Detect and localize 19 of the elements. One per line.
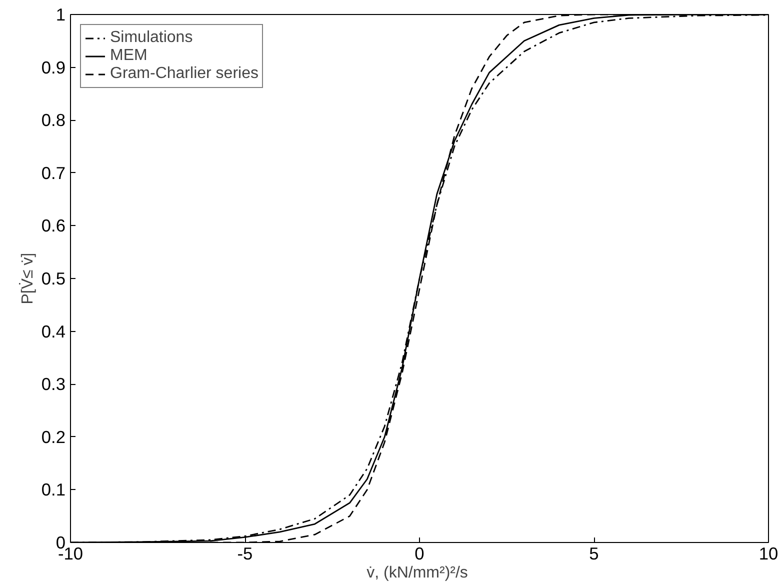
y-tick-label: 0.4: [41, 321, 66, 342]
y-axis-title: P[V̇≤ v̇]: [18, 252, 36, 304]
x-tick-label: 0: [414, 544, 424, 564]
x-axis-title: v̇, (kN/mm²)²/s: [366, 564, 468, 582]
y-tick-label: 0.5: [41, 268, 66, 288]
legend-label: Gram-Charlier series: [110, 65, 258, 83]
x-tick-label: 5: [589, 544, 599, 564]
y-tick-label: 0.6: [41, 216, 66, 236]
y-tick-label: 0.7: [41, 162, 66, 183]
legend-label: Simulations: [110, 29, 193, 47]
y-tick-label: 0.1: [41, 480, 66, 500]
y-tick-label: 0.8: [41, 110, 66, 130]
y-tick-label: 0.2: [41, 426, 66, 447]
y-tick-label: 0.3: [41, 374, 66, 394]
x-tick-label: 10: [758, 544, 778, 564]
y-tick-label: 0.9: [41, 57, 66, 78]
x-tick-label: -5: [237, 544, 253, 564]
y-tick-label: 1: [56, 4, 66, 24]
legend-label: MEM: [110, 47, 148, 65]
